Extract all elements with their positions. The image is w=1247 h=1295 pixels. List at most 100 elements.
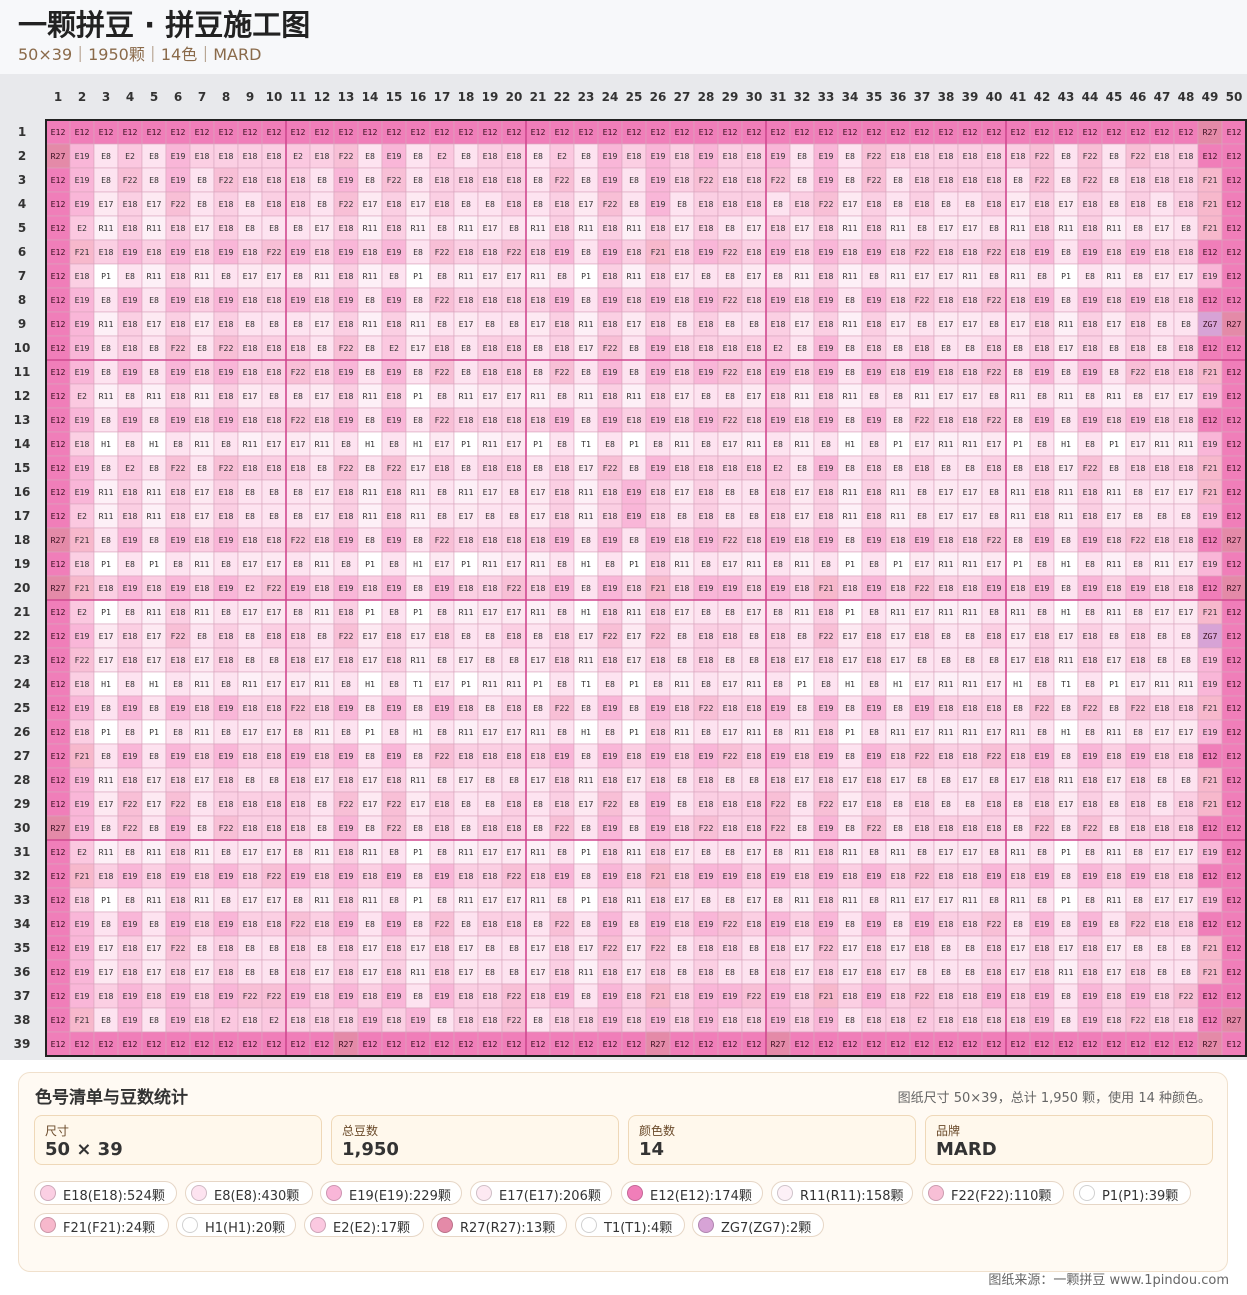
bead-code: E18 xyxy=(171,775,186,785)
color-chip[interactable]: E2(E2):17颗 xyxy=(304,1213,424,1237)
bead-code: E19 xyxy=(339,415,354,425)
bead-code: E18 xyxy=(195,535,210,545)
color-chip[interactable]: F21(F21):24颗 xyxy=(34,1213,169,1237)
bead-code: P1 xyxy=(893,439,903,449)
bead-code: E12 xyxy=(75,1039,90,1049)
bead-code: E12 xyxy=(1227,871,1242,881)
row-number: 4 xyxy=(18,197,26,211)
bead-code: E8 xyxy=(1157,799,1167,809)
bead-code: E17 xyxy=(1179,271,1194,281)
bead-code: F22 xyxy=(171,463,186,473)
bead-code: E8 xyxy=(605,439,615,449)
bead-code: E8 xyxy=(869,679,879,689)
bead-code: E8 xyxy=(773,607,783,617)
bead-code: E18 xyxy=(867,799,882,809)
bead-code: E18 xyxy=(387,967,402,977)
column-number: 6 xyxy=(174,90,182,104)
bead-cell xyxy=(621,239,647,265)
bead-code: E12 xyxy=(699,127,714,137)
color-chip-label: P1(P1):39颗 xyxy=(1102,1189,1179,1204)
bead-code: E12 xyxy=(363,1039,378,1049)
color-chip[interactable]: E19(E19):229颗 xyxy=(320,1181,462,1205)
bead-code: E8 xyxy=(221,607,231,617)
bead-code: E19 xyxy=(339,703,354,713)
color-chip[interactable]: E12(E12):174颗 xyxy=(621,1181,763,1205)
bead-code: E18 xyxy=(747,751,762,761)
bead-code: P1 xyxy=(533,679,543,689)
bead-code: E19 xyxy=(915,535,930,545)
color-chip[interactable]: F22(F22):110颗 xyxy=(922,1181,1064,1205)
bead-code: E19 xyxy=(819,919,834,929)
bead-code: E17 xyxy=(627,775,642,785)
bead-code: E18 xyxy=(699,487,714,497)
bead-code: E18 xyxy=(987,943,1002,953)
bead-code: E19 xyxy=(75,919,90,929)
bead-code: E17 xyxy=(579,799,594,809)
bead-code: E18 xyxy=(123,511,138,521)
bead-code: E18 xyxy=(1107,1015,1122,1025)
bead-code: E8 xyxy=(365,295,375,305)
column-number: 19 xyxy=(482,90,499,104)
bead-code: E12 xyxy=(939,127,954,137)
bead-code: E17 xyxy=(1155,847,1170,857)
bead-code: F22 xyxy=(171,799,186,809)
bead-code: E12 xyxy=(891,1039,906,1049)
bead-code: P1 xyxy=(413,391,423,401)
bead-code: E18 xyxy=(1011,871,1026,881)
bead-code: E18 xyxy=(267,175,282,185)
bead-code: E8 xyxy=(821,679,831,689)
color-chip[interactable]: E18(E18):524颗 xyxy=(34,1181,177,1205)
bead-code: E8 xyxy=(389,679,399,689)
color-chip[interactable]: T1(T1):4颗 xyxy=(575,1213,685,1237)
bead-code: E18 xyxy=(963,703,978,713)
bead-code: E18 xyxy=(171,391,186,401)
bead-code: E8 xyxy=(1133,943,1143,953)
bead-cell xyxy=(405,143,431,169)
bead-code: E19 xyxy=(867,583,882,593)
bead-code: E17 xyxy=(1107,319,1122,329)
bead-code: F22 xyxy=(339,343,354,353)
bead-code: E18 xyxy=(891,535,906,545)
bead-cell xyxy=(333,287,359,313)
bead-code: E8 xyxy=(1037,391,1047,401)
swatch-icon xyxy=(928,1185,944,1201)
bead-code: E8 xyxy=(917,223,927,233)
bead-code: E12 xyxy=(1059,127,1074,137)
bead-code: E18 xyxy=(387,631,402,641)
bead-code: E18 xyxy=(1179,703,1194,713)
bead-code: E17 xyxy=(243,727,258,737)
color-chip[interactable]: H1(H1):20颗 xyxy=(176,1213,296,1237)
bead-code: F21 xyxy=(75,871,90,881)
bead-code: F22 xyxy=(507,871,522,881)
color-chip[interactable]: ZG7(ZG7):2颗 xyxy=(692,1213,824,1237)
bead-cell xyxy=(1197,215,1223,241)
swatch-icon xyxy=(310,1217,326,1233)
bead-code: E18 xyxy=(123,343,138,353)
bead-code: E18 xyxy=(1035,319,1050,329)
bead-cell xyxy=(501,167,527,193)
bead-code: E19 xyxy=(819,295,834,305)
color-chip[interactable]: R27(R27):13颗 xyxy=(431,1213,567,1237)
bead-code: E17 xyxy=(483,727,498,737)
bead-code: E8 xyxy=(509,943,519,953)
bead-code: E8 xyxy=(1109,631,1119,641)
color-chip[interactable]: E17(E17):206颗 xyxy=(470,1181,612,1205)
bead-cell xyxy=(549,167,575,193)
bead-code: E18 xyxy=(1035,799,1050,809)
bead-code: E19 xyxy=(867,751,882,761)
bead-code: E17 xyxy=(363,775,378,785)
bead-code: E18 xyxy=(1107,415,1122,425)
color-chip[interactable]: R11(R11):158颗 xyxy=(771,1181,913,1205)
bead-code: E17 xyxy=(747,271,762,281)
bead-code: E8 xyxy=(221,439,231,449)
bead-cell xyxy=(741,287,767,313)
bead-code: E19 xyxy=(75,631,90,641)
bead-code: R27 xyxy=(339,1039,354,1049)
bead-code: E18 xyxy=(531,535,546,545)
bead-code: F22 xyxy=(987,295,1002,305)
bead-code: E12 xyxy=(195,1039,210,1049)
color-chip[interactable]: E8(E8):430颗 xyxy=(185,1181,313,1205)
color-chip[interactable]: P1(P1):39颗 xyxy=(1073,1181,1191,1205)
bead-cell xyxy=(1077,263,1103,289)
bead-code: E8 xyxy=(413,823,423,833)
